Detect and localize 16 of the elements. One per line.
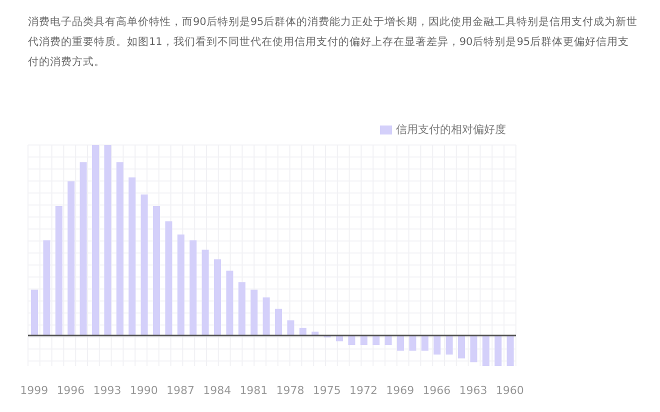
x-tick-label: 1996 [56, 384, 85, 397]
x-tick-label: 1987 [166, 384, 194, 397]
x-tick-label: 1990 [130, 384, 158, 397]
x-tick-label: 1963 [459, 384, 488, 397]
x-tick-label: 1978 [276, 384, 304, 397]
x-tick-label: 1984 [203, 384, 232, 397]
x-tick-label: 1993 [93, 384, 122, 397]
x-tick-label: 1999 [20, 384, 48, 397]
x-tick-label: 1969 [386, 384, 414, 397]
x-tick-label: 1960 [496, 384, 524, 397]
chart-title: 消费电子品类具有高单价特性，而90后特别是95后群体的消费能力正处于增长期，因此使用金融工具特别是信用支付成为新世代消费的重要特质。如图11，我们看到不同世代在使用信用支付的偏好上存在显著差异，90后特别是95后群体更偏好信用支付的消费方式。 [27, 15, 639, 70]
x-tick-label: 1966 [422, 384, 451, 397]
legend-label: 信用支付的相对偏好度 [396, 123, 506, 136]
x-tick-label: 1972 [350, 384, 378, 397]
x-tick-label: 1981 [240, 384, 268, 397]
x-tick-label: 1975 [312, 384, 341, 397]
